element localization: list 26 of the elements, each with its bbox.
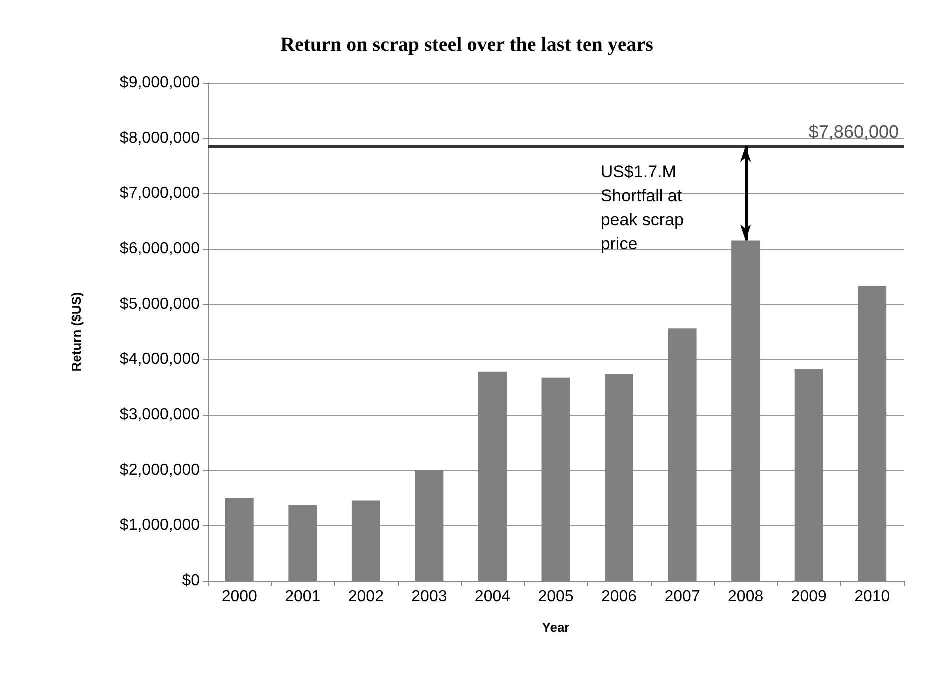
x-tick-label: 2007 [664, 588, 700, 606]
x-tick-label: 2008 [728, 588, 764, 606]
y-tick-label: $9,000,000 [120, 74, 200, 92]
x-tick-label: 2009 [791, 588, 827, 606]
y-tick-label: $4,000,000 [120, 351, 200, 368]
y-tick-label: $5,000,000 [120, 296, 200, 313]
y-tick-label: $7,000,000 [120, 185, 200, 202]
y-tick-label: $0 [182, 572, 200, 590]
x-tick-label: 2004 [474, 588, 511, 606]
y-tick-label: $1,000,000 [120, 517, 200, 534]
x-tick-label: 2005 [538, 588, 574, 606]
y-tick-label: $2,000,000 [120, 462, 200, 479]
annotation: US$1.7.M Shortfall at peak scrap price [600, 162, 684, 254]
chart-title: Return on scrap steel over the last ten years [280, 34, 654, 56]
x-axis-title: Year [542, 620, 570, 635]
x-tick-label: 2010 [854, 588, 890, 606]
y-tick-label: $6,000,000 [120, 240, 200, 258]
x-tick-label: 2002 [348, 588, 384, 606]
x-tick-label: 2003 [412, 588, 448, 606]
y-tick-label: $8,000,000 [120, 130, 200, 147]
x-tick-label: 2000 [222, 588, 258, 606]
x-tick-label: 2006 [601, 588, 638, 606]
ref-line-label: $7,860,000 [808, 122, 899, 142]
x-tick-label: 2001 [285, 588, 321, 606]
y-tick-label: $3,000,000 [120, 406, 200, 424]
y-axis-title: Return ($US) [69, 292, 84, 372]
